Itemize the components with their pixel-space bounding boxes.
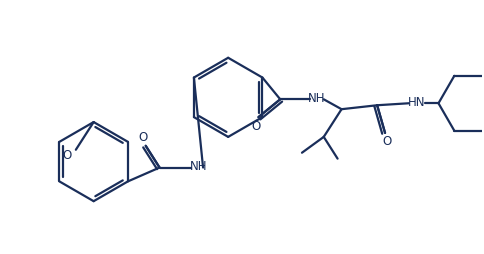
- Text: O: O: [381, 135, 391, 148]
- Text: O: O: [138, 131, 147, 144]
- Text: O: O: [251, 120, 260, 133]
- Text: NH: NH: [189, 160, 207, 173]
- Text: O: O: [62, 149, 72, 162]
- Text: HN: HN: [407, 96, 424, 109]
- Text: NH: NH: [307, 92, 325, 105]
